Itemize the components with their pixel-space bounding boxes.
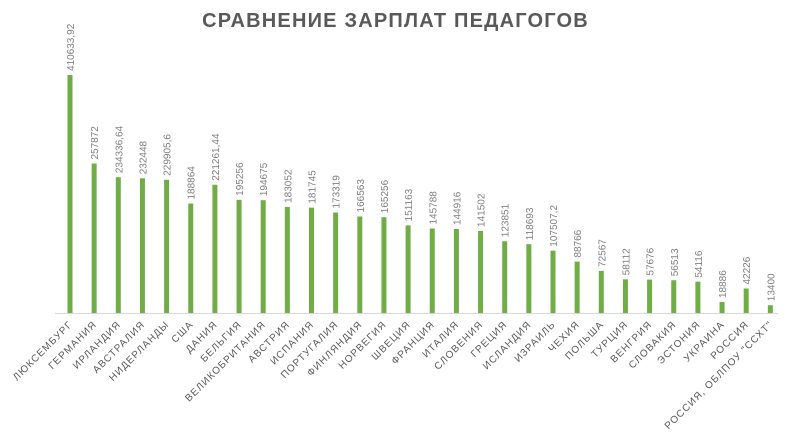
bar: [767, 305, 773, 313]
data-label: 229905,6: [163, 134, 174, 176]
bar: [357, 216, 363, 313]
data-label: 183052: [283, 169, 294, 203]
bar: [67, 75, 73, 313]
data-label: 165256: [380, 179, 391, 213]
bar: [598, 270, 604, 313]
data-label: 221261,44: [211, 133, 222, 181]
bar: [333, 212, 339, 313]
data-label: 18886: [718, 270, 729, 298]
data-label: 54116: [694, 250, 705, 278]
bar: [526, 244, 532, 313]
bar: [164, 179, 170, 313]
bar: [115, 177, 121, 313]
bar: [647, 279, 653, 313]
data-label: 42226: [742, 256, 753, 284]
data-label: 144916: [452, 191, 463, 225]
data-label: 181745: [308, 170, 319, 204]
bar: [574, 261, 580, 313]
data-label: 166563: [356, 179, 367, 213]
bar: [671, 280, 677, 313]
data-label: 57676: [646, 247, 657, 275]
data-label: 88766: [573, 229, 584, 257]
data-label: 257872: [90, 126, 101, 160]
bar: [622, 279, 628, 313]
bar: [719, 302, 725, 313]
data-label: 107507,2: [549, 205, 560, 247]
data-label: 58112: [621, 248, 632, 276]
data-label: 410633,92: [66, 23, 77, 71]
bar: [284, 206, 290, 313]
bar: [260, 200, 266, 313]
bar: [743, 288, 749, 313]
bar: [91, 163, 97, 313]
data-label: 151163: [404, 188, 415, 221]
bar: [695, 281, 701, 313]
data-label: 195256: [235, 162, 246, 196]
chart-title: СРАВНЕНИЕ ЗАРПЛАТ ПЕДАГОГОВ: [202, 10, 589, 32]
bar: [405, 225, 411, 313]
data-label: 13400: [766, 273, 777, 301]
bar: [550, 250, 556, 313]
data-label: 72567: [597, 239, 608, 267]
data-label: 194675: [259, 162, 270, 196]
bar: [453, 229, 459, 313]
bar: [188, 203, 194, 313]
bar: [139, 178, 145, 313]
bar: [236, 199, 242, 313]
bar: [502, 241, 508, 313]
data-label: 123851: [501, 203, 512, 237]
data-label: 173319: [332, 175, 343, 209]
data-label: 118693: [525, 207, 536, 240]
data-label: 232448: [138, 140, 149, 174]
bar: [381, 217, 387, 313]
bar: [478, 230, 484, 313]
data-label: 141502: [477, 193, 488, 227]
data-label: 145788: [428, 191, 439, 225]
bar: [212, 184, 218, 313]
data-label: 188864: [187, 166, 198, 200]
data-label: 234336,64: [114, 125, 125, 173]
data-label: 56513: [670, 248, 681, 276]
bar: [309, 207, 314, 313]
bar: [429, 228, 435, 313]
